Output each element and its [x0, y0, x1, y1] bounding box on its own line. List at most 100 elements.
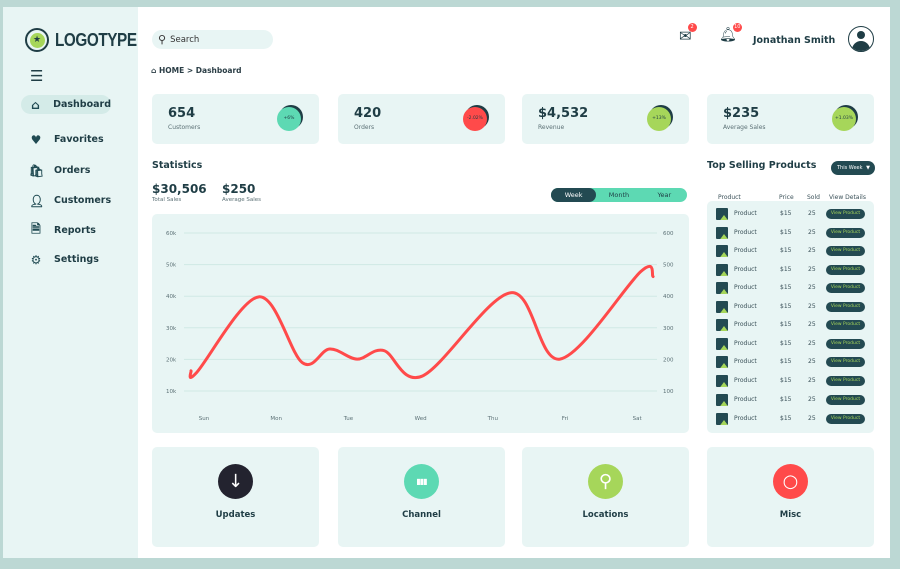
stat-change-badge: +1.03%	[832, 107, 856, 131]
x-tick-label: Fri	[562, 416, 569, 422]
view-product-button[interactable]: View Product	[826, 320, 865, 330]
mail-badge: 2	[687, 23, 697, 32]
sales-line	[188, 264, 655, 380]
tile-channel[interactable]: ▮▮▮ Channel	[338, 447, 505, 547]
x-tick-label: Mon	[270, 416, 282, 422]
product-sold: 25	[808, 266, 816, 273]
sidebar-item-dashboard[interactable]: ⌂ Dashboard	[21, 95, 111, 114]
stat-value: $235	[723, 106, 760, 121]
view-product-button[interactable]: View Product	[826, 376, 865, 386]
view-product-button[interactable]: View Product	[826, 302, 865, 312]
notifications-button[interactable]: 🔔︎ 10	[719, 23, 742, 43]
breadcrumb-sep: >	[186, 66, 194, 75]
view-product-button[interactable]: View Product	[826, 357, 865, 367]
y-tick-label: 60k	[166, 231, 177, 237]
table-row: Product $15 25 View Product	[716, 282, 871, 296]
view-product-button[interactable]: View Product	[826, 209, 865, 219]
period-dropdown[interactable]: This Week ▼	[831, 161, 875, 175]
sidebar-item-label: Favorites	[54, 134, 104, 145]
view-product-button[interactable]: View Product	[826, 283, 865, 293]
breadcrumb-current: Dashboard	[195, 66, 242, 75]
stat-value: 420	[354, 106, 382, 121]
product-sold: 25	[808, 303, 816, 310]
stat-label: Orders	[354, 124, 375, 131]
tile-label: Locations	[582, 510, 629, 520]
user-icon: 👤︎	[29, 193, 45, 208]
product-name: Product	[734, 247, 757, 254]
notification-badge: 10	[732, 23, 742, 32]
gear-icon: ⚙	[30, 252, 42, 267]
product-sold: 25	[808, 321, 816, 328]
product-price: $15	[780, 229, 792, 236]
logo[interactable]: ★ LOGOTYPE	[25, 28, 151, 52]
hamburger-menu-icon[interactable]: ☰	[30, 67, 44, 85]
product-sold: 25	[808, 247, 816, 254]
logo-text: LOGOTYPE	[55, 29, 137, 50]
x-tick-label: Wed	[415, 416, 427, 422]
stat-card-average-sales: $235 Average Sales +1.03%	[707, 94, 874, 144]
top-products-title: Top Selling Products	[707, 160, 817, 171]
sidebar-item-customers[interactable]: 👤︎ Customers	[21, 191, 111, 210]
user-name[interactable]: Jonathan Smith	[753, 35, 836, 46]
bell-icon: 🔔︎ 10	[719, 23, 742, 43]
product-image-icon	[716, 208, 728, 220]
view-product-button[interactable]: View Product	[826, 246, 865, 256]
view-product-button[interactable]: View Product	[826, 265, 865, 275]
bag-icon: 🛍︎	[29, 163, 45, 178]
average-sales-value: $250	[222, 182, 256, 196]
col-sold: Sold	[807, 194, 820, 201]
sidebar-item-label: Settings	[54, 254, 99, 265]
view-product-button[interactable]: View Product	[826, 228, 865, 238]
product-price: $15	[780, 340, 792, 347]
range-year[interactable]: Year	[657, 191, 672, 199]
mail-button[interactable]: ✉ 2	[679, 23, 697, 45]
app-window: ★ LOGOTYPE ☰ ⌂ Dashboard ♥ Favorites 🛍︎ Order…	[3, 7, 890, 558]
product-sold: 25	[808, 284, 816, 291]
document-icon: 🗎	[31, 222, 41, 236]
view-product-button[interactable]: View Product	[826, 339, 865, 349]
product-image-icon	[716, 356, 728, 368]
x-tick-label: Sun	[199, 416, 210, 422]
search-input[interactable]: ⚲ Search	[152, 30, 273, 49]
col-price: Price	[779, 194, 794, 201]
sidebar-item-label: Reports	[54, 225, 96, 236]
tile-label: Updates	[215, 510, 256, 520]
stat-change-badge: -2.02%	[463, 107, 487, 131]
tile-label: Misc	[779, 510, 802, 520]
x-tick-label: Tue	[343, 416, 354, 422]
tile-misc[interactable]: ○ Misc	[707, 447, 874, 547]
table-row: Product $15 25 View Product	[716, 356, 871, 370]
breadcrumb-home[interactable]: HOME	[159, 66, 185, 75]
stat-value: 654	[168, 106, 196, 121]
view-product-button[interactable]: View Product	[826, 395, 865, 405]
heart-icon: ♥	[30, 132, 42, 147]
sidebar-item-label: Dashboard	[53, 99, 111, 110]
product-name: Product	[734, 358, 757, 365]
product-price: $15	[780, 396, 792, 403]
avatar[interactable]	[848, 26, 874, 52]
product-name: Product	[734, 415, 757, 422]
view-product-button[interactable]: View Product	[826, 414, 865, 424]
stat-value: $4,532	[538, 106, 589, 121]
stat-card-customers: 654 Customers +6%	[152, 94, 319, 144]
sidebar-item-favorites[interactable]: ♥ Favorites	[21, 130, 111, 149]
product-image-icon	[716, 413, 728, 425]
tile-locations[interactable]: ⚲ Locations	[522, 447, 689, 547]
product-image-icon	[716, 227, 728, 239]
home-icon[interactable]: ⌂	[151, 66, 157, 75]
range-week[interactable]: Week	[551, 188, 597, 202]
stat-card-revenue: $4,532 Revenue +13%	[522, 94, 689, 144]
product-price: $15	[780, 377, 792, 384]
table-row: Product $15 25 View Product	[716, 338, 871, 352]
y2-tick-label: 600	[663, 231, 674, 237]
product-sold: 25	[808, 377, 816, 384]
product-sold: 25	[808, 340, 816, 347]
sidebar-item-reports[interactable]: 🗎 Reports	[21, 221, 111, 240]
tile-updates[interactable]: ↓ Updates	[152, 447, 319, 547]
sidebar-item-orders[interactable]: 🛍︎ Orders	[21, 161, 111, 180]
circle-icon: ○	[773, 464, 808, 499]
product-price: $15	[780, 358, 792, 365]
table-row: Product $15 25 View Product	[716, 394, 871, 408]
sidebar-item-settings[interactable]: ⚙ Settings	[21, 250, 111, 269]
range-month[interactable]: Month	[608, 191, 630, 199]
